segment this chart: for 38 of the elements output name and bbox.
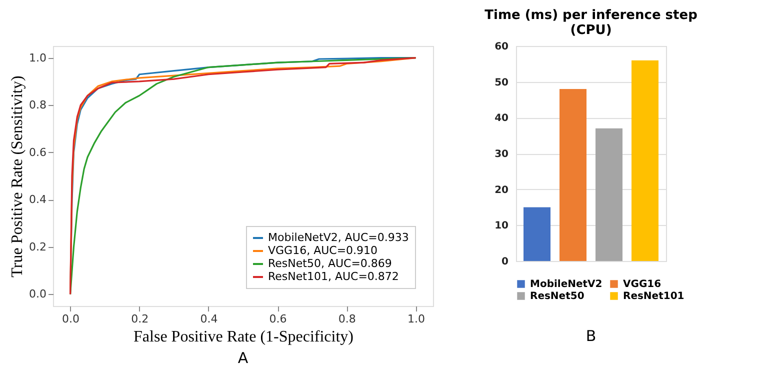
legend-label: MobileNetV2, AUC=0.933 (268, 231, 409, 244)
x-tick-label: 0.8 (338, 312, 356, 326)
x-axis-title: False Positive Rate (1-Specificity) (134, 328, 354, 346)
text: A (238, 349, 249, 367)
legend-label: VGG16, AUC=0.910 (268, 244, 378, 257)
y-tick-label: 1.0 (29, 51, 46, 64)
x-tick-label: 0.0 (62, 312, 80, 326)
x-tick-label: 1.0 (407, 312, 425, 326)
legend-label: MobileNetV2 (530, 279, 602, 290)
text: Time (ms) per inference step (484, 8, 698, 23)
y-tick-label: 0.6 (29, 146, 46, 159)
y-tick-label: 60 (494, 42, 509, 52)
x-tick-label: 0.6 (269, 312, 287, 326)
y-tick-label: 0.8 (29, 98, 46, 112)
bar (560, 89, 586, 261)
y-tick-label: 0.4 (29, 193, 46, 206)
legend-label: ResNet50, AUC=0.869 (268, 257, 392, 270)
y-tick-label: 10 (494, 220, 509, 232)
legend-label: ResNet101 (623, 291, 684, 302)
line-series (69, 57, 417, 295)
bar (596, 128, 622, 261)
text: (CPU) (570, 23, 612, 38)
y-tick-label: 20 (494, 184, 509, 196)
x-tick-label: 0.2 (131, 312, 149, 326)
y-tick-label: 40 (494, 113, 509, 124)
y-axis-title: True Positive Rate (Sensitivity) (9, 76, 26, 278)
y-tick-label: 50 (494, 77, 509, 88)
legend-label: ResNet101, AUC=0.872 (268, 270, 399, 283)
bar (524, 207, 550, 261)
text: B (586, 327, 596, 345)
y-tick-label: 0.2 (29, 240, 46, 254)
y-tick-label: 30 (494, 149, 509, 160)
x-tick-label: 0.4 (200, 312, 218, 326)
y-tick-label: 0 (502, 256, 509, 268)
legend-label: VGG16 (623, 279, 662, 290)
bar (632, 60, 658, 261)
legend-label: ResNet50 (530, 291, 584, 302)
y-tick-label: 0.0 (29, 288, 46, 301)
